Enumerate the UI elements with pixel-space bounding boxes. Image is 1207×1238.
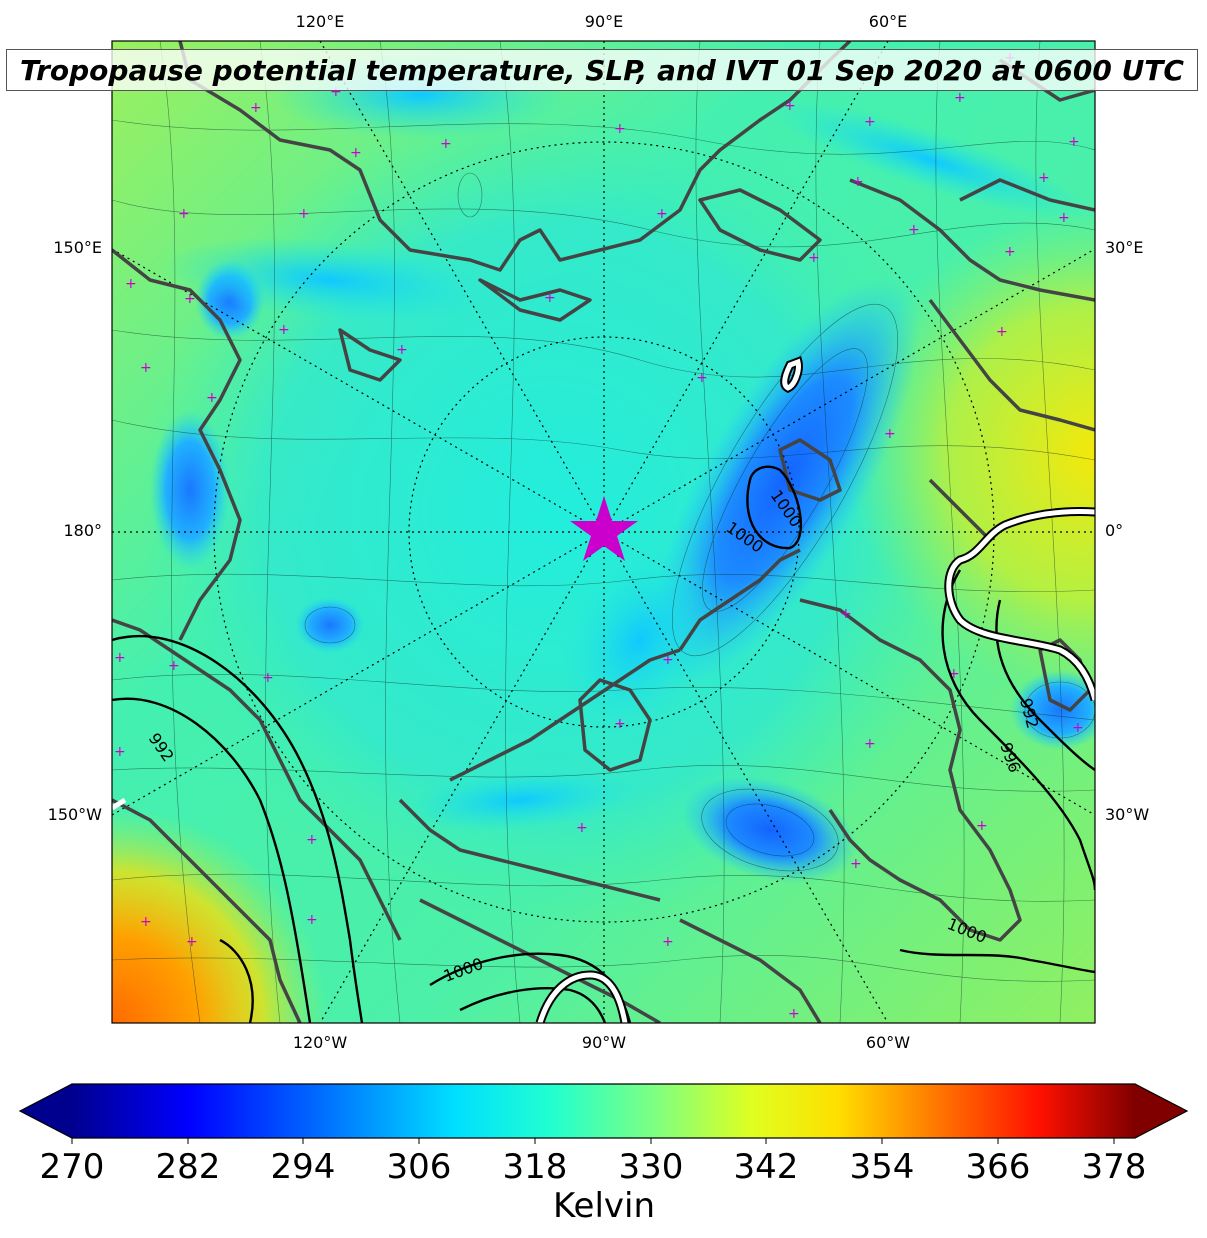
svg-text:+: +: [808, 250, 820, 266]
svg-text:+: +: [948, 666, 960, 682]
lon-label-left-180: 180°: [63, 521, 102, 540]
svg-text:+: +: [306, 832, 318, 848]
svg-text:+: +: [278, 322, 290, 338]
svg-text:+: +: [850, 856, 862, 872]
colorbar-tick: 330: [618, 1147, 684, 1187]
colorbar-tick: 282: [155, 1147, 221, 1187]
svg-text:+: +: [396, 342, 408, 358]
lon-label-right-30w: 30°W: [1105, 805, 1150, 824]
svg-text:+: +: [168, 658, 180, 674]
lon-label-top-60e: 60°E: [868, 12, 908, 31]
svg-text:+: +: [306, 912, 318, 928]
svg-text:+: +: [298, 206, 310, 222]
svg-text:+: +: [614, 716, 626, 732]
lon-label-top-120e: 120°E: [295, 12, 345, 31]
colorbar-tick: 306: [386, 1147, 452, 1187]
svg-text:+: +: [250, 100, 262, 116]
colorbar-tick: 354: [849, 1147, 915, 1187]
svg-text:+: +: [140, 360, 152, 376]
svg-text:+: +: [140, 914, 152, 930]
svg-text:+: +: [696, 370, 708, 386]
svg-text:+: +: [440, 136, 452, 152]
lon-label-right-0: 0°: [1105, 521, 1124, 540]
svg-text:+: +: [330, 84, 342, 100]
svg-text:+: +: [262, 670, 274, 686]
map-frame: [111, 40, 1096, 1024]
colorbar: [18, 1083, 1189, 1144]
lon-label-bottom-60w: 60°W: [865, 1033, 911, 1052]
lon-label-bottom-120w: 120°W: [292, 1033, 348, 1052]
svg-text:+: +: [184, 291, 196, 307]
svg-text:+: +: [178, 206, 190, 222]
svg-text:+: +: [662, 652, 674, 668]
svg-text:+: +: [1068, 134, 1080, 150]
colorbar-label: Kelvin: [552, 1186, 656, 1226]
svg-text:+: +: [788, 1006, 800, 1022]
colorbar-tick: 378: [1081, 1147, 1147, 1187]
lon-label-left-150w: 150°W: [47, 805, 102, 824]
svg-text:+: +: [1072, 720, 1084, 736]
svg-text:+: +: [544, 290, 556, 306]
svg-text:+: +: [864, 114, 876, 130]
colorbar-tick: 366: [965, 1147, 1031, 1187]
svg-text:+: +: [996, 324, 1008, 340]
svg-text:+: +: [1058, 210, 1070, 226]
svg-text:+: +: [864, 736, 876, 752]
svg-text:+: +: [614, 121, 626, 137]
lon-label-right-30e: 30°E: [1105, 238, 1144, 257]
svg-text:+: +: [1038, 170, 1050, 186]
svg-text:+: +: [784, 98, 796, 114]
lon-label-bottom-90w: 90°W: [581, 1033, 627, 1052]
svg-text:+: +: [350, 145, 362, 161]
svg-text:+: +: [125, 276, 137, 292]
svg-text:+: +: [114, 744, 126, 760]
colorbar-tick: 294: [270, 1147, 336, 1187]
title-box: Tropopause potential temperature, SLP, a…: [6, 49, 1198, 91]
svg-text:+: +: [662, 934, 674, 950]
svg-text:+: +: [976, 818, 988, 834]
svg-text:+: +: [186, 934, 198, 950]
svg-text:+: +: [852, 174, 864, 190]
svg-text:+: +: [908, 222, 920, 238]
pole-star-marker: [570, 496, 638, 561]
colorbar-tick: 270: [39, 1147, 105, 1187]
svg-text:+: +: [576, 820, 588, 836]
lon-label-top-90e: 90°E: [584, 12, 624, 31]
figure-title: Tropopause potential temperature, SLP, a…: [20, 53, 1184, 87]
colorbar-tick: 318: [502, 1147, 568, 1187]
svg-text:+: +: [114, 650, 126, 666]
svg-text:+: +: [840, 606, 852, 622]
svg-text:+: +: [1004, 244, 1016, 260]
lon-label-left-150e: 150°E: [53, 238, 102, 257]
svg-text:+: +: [954, 90, 966, 106]
svg-text:+: +: [656, 206, 668, 222]
svg-text:+: +: [206, 390, 218, 406]
svg-text:+: +: [884, 426, 896, 442]
colorbar-tick: 342: [733, 1147, 799, 1187]
